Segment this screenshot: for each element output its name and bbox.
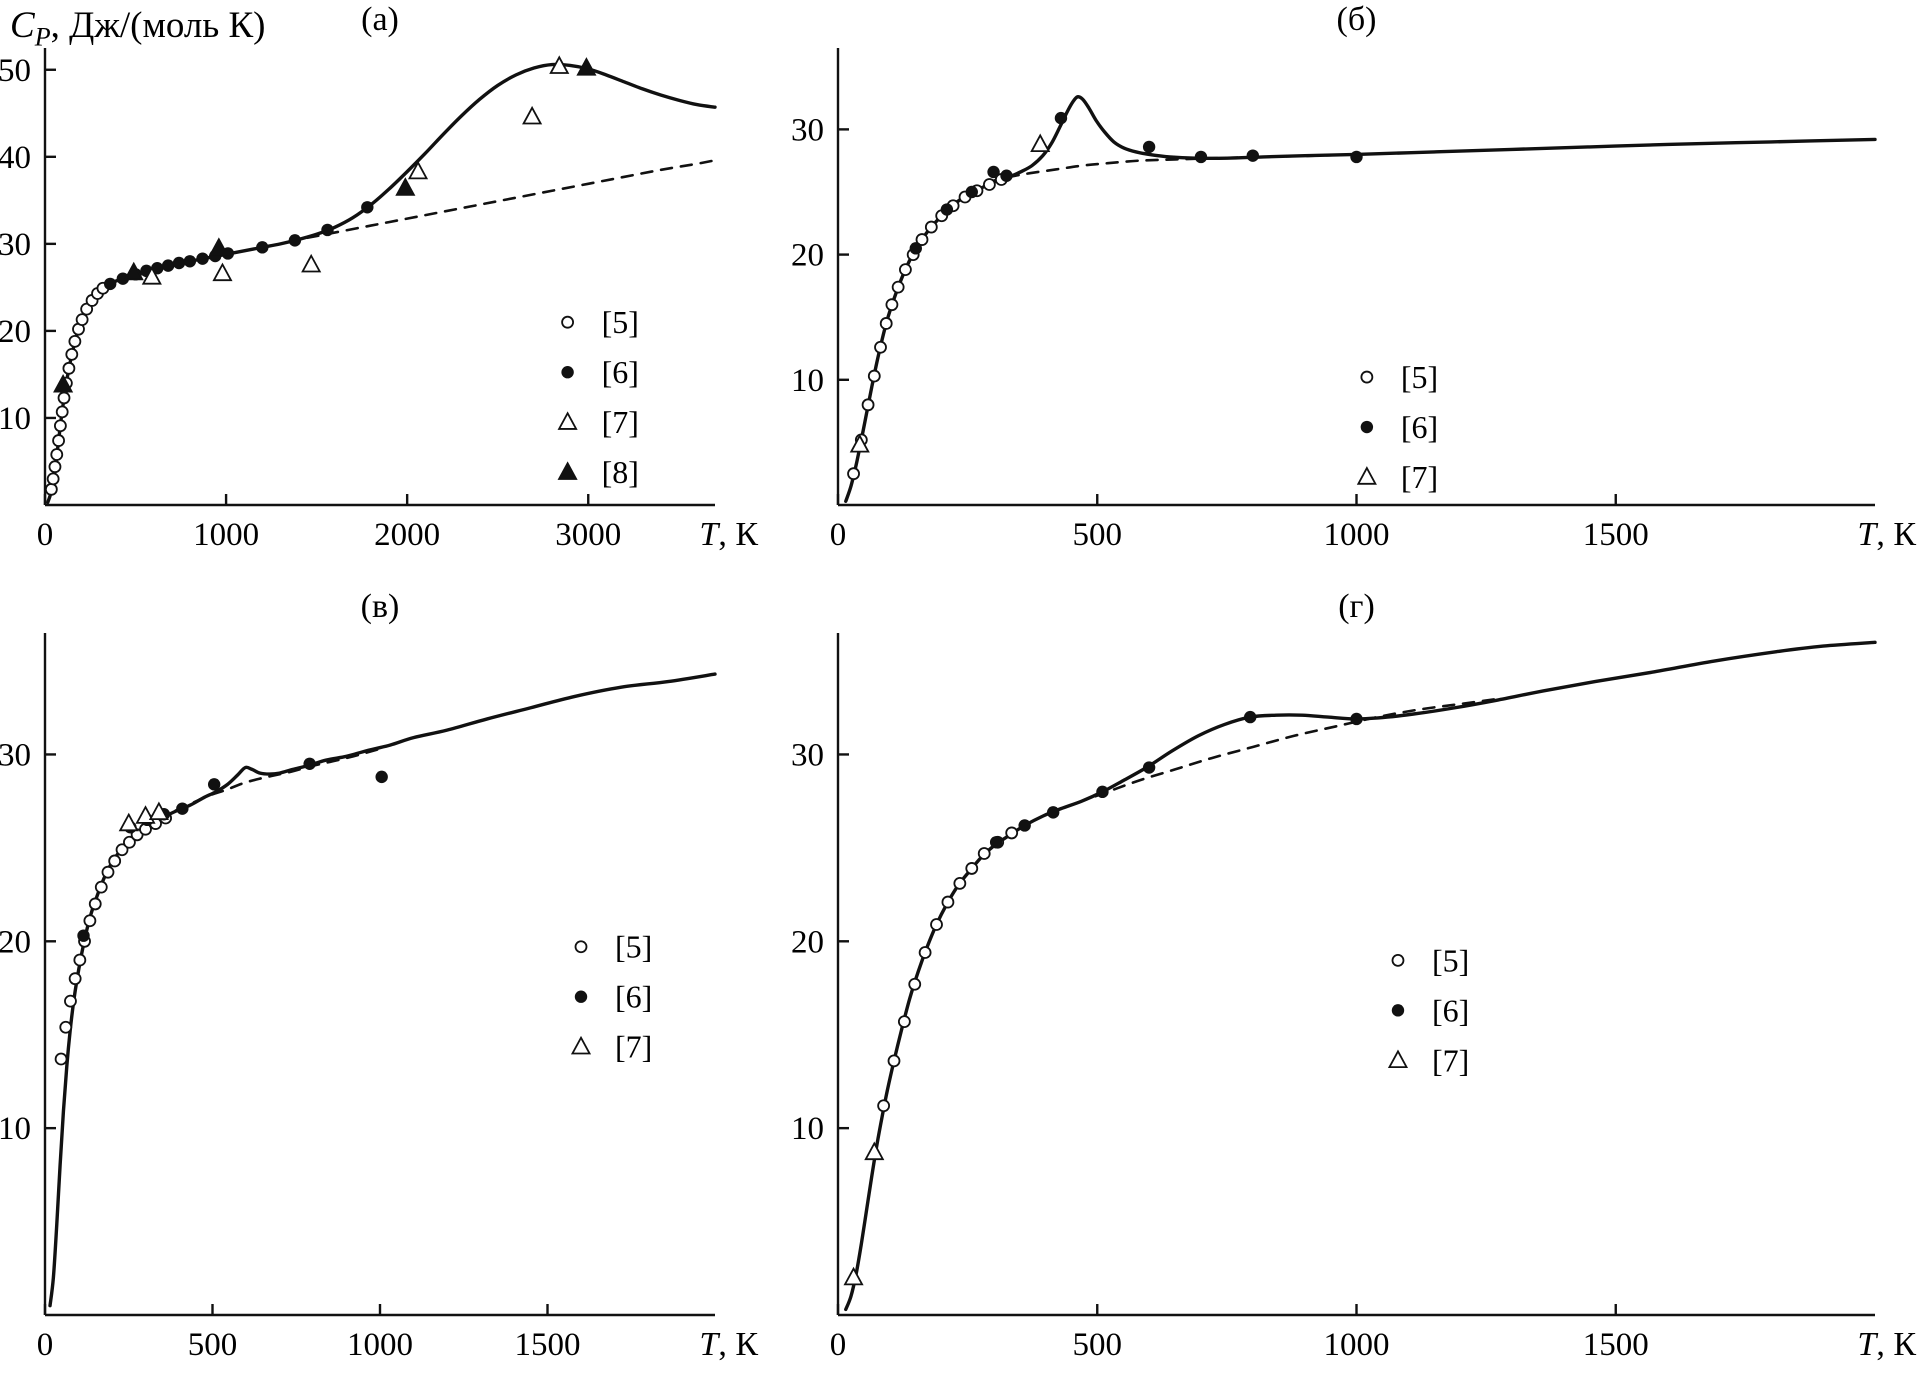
series-open-triangle (141, 55, 570, 285)
y-tick-label: 30 (0, 227, 31, 263)
ylabel-subscript: P (34, 22, 51, 52)
tick-labels: 0 500 1000 1500 10 20 30 (791, 737, 1649, 1363)
axes (836, 48, 1875, 507)
legend-label: [7] (615, 1029, 652, 1065)
y-tick-label: 20 (791, 238, 824, 274)
x-axis-label: T, К (1857, 1326, 1916, 1363)
chart-panel-g: (г) 0 500 1000 1500 10 20 30 T, К [5] [6] [7] (791, 588, 1916, 1363)
x-tick-label: 1500 (1583, 517, 1649, 553)
x-tick-label: 2000 (374, 517, 440, 553)
legend: [5] [6] [7] (1387, 942, 1469, 1078)
fit-solid-curve (48, 672, 717, 1308)
y-tick-label: 10 (0, 401, 31, 437)
legend-label: [5] (1401, 359, 1438, 395)
series-filled-circle (989, 710, 1363, 849)
fit-dashed-curve (306, 158, 717, 240)
x-tick-label: 1500 (515, 1327, 581, 1363)
legend-label: [5] (602, 304, 639, 340)
legend-label: [5] (1432, 942, 1469, 978)
tick-labels: 0 1000 2000 3000 10 20 30 40 50 (0, 53, 621, 553)
legend: [5] [6] [7] [8] (557, 304, 639, 490)
y-axis-label: CP, Дж/(моль К) (10, 4, 266, 52)
series-open-triangle (118, 801, 169, 832)
chart-title: (г) (1338, 588, 1375, 625)
series-filled-circle (103, 201, 374, 291)
y-tick-label: 30 (0, 737, 31, 773)
legend-label: [6] (1401, 409, 1438, 445)
x-axis-label: T, К (1857, 516, 1916, 553)
legend-label: [6] (602, 354, 639, 390)
ylabel-symbol: C (10, 5, 35, 46)
series-open-circle (847, 173, 1008, 481)
series-open-circle (877, 826, 1019, 1113)
legend-label: [6] (615, 979, 652, 1015)
y-tick-label: 20 (0, 314, 31, 350)
legend-label: [7] (1432, 1042, 1469, 1078)
chart-title: (а) (361, 1, 399, 38)
x-tick-label: 1000 (1324, 1327, 1390, 1363)
x-tick-label: 0 (830, 517, 847, 553)
tick-labels: 0 500 1000 1500 10 20 30 (791, 112, 1649, 553)
x-tick-label: 500 (188, 1327, 238, 1363)
x-tick-label: 500 (1073, 517, 1123, 553)
x-tick-label: 500 (1073, 1327, 1123, 1363)
axes (836, 633, 1875, 1317)
y-tick-label: 50 (0, 53, 31, 89)
axes (43, 633, 715, 1317)
series-open-circle (54, 811, 173, 1066)
x-tick-label: 1000 (347, 1327, 413, 1363)
legend-label: [6] (1432, 992, 1469, 1028)
y-tick-label: 10 (0, 1111, 31, 1147)
fit-dashed-curve (174, 747, 382, 812)
x-tick-label: 3000 (555, 517, 621, 553)
series-filled-circle (909, 111, 1363, 255)
series-open-triangle (849, 133, 1051, 453)
fit-solid-curve (844, 95, 1877, 503)
y-tick-label: 20 (0, 924, 31, 960)
fit-solid-curve (844, 640, 1877, 1312)
y-tick-label: 40 (0, 140, 31, 176)
x-tick-label: 0 (37, 1327, 54, 1363)
tick-labels: 0 500 1000 1500 10 20 30 (0, 737, 581, 1363)
y-tick-label: 10 (791, 1111, 824, 1147)
x-tick-label: 1000 (193, 517, 259, 553)
x-tick-label: 1500 (1583, 1327, 1649, 1363)
series-filled-triangle (53, 57, 597, 393)
chart-panel-v: (в) 0 500 1000 1500 10 20 30 T, К [5] [6] [7] (0, 588, 758, 1363)
series-open-circle (44, 281, 110, 496)
fit-dashed-curve (1075, 697, 1503, 805)
y-tick-label: 30 (791, 737, 824, 773)
chart-title: (б) (1337, 1, 1377, 38)
legend-label: [5] (615, 929, 652, 965)
legend: [5] [6] [7] (570, 929, 652, 1065)
series-open-triangle (843, 1141, 885, 1286)
legend: [5] [6] [7] (1356, 359, 1438, 495)
x-tick-label: 1000 (1324, 517, 1390, 553)
y-tick-label: 20 (791, 924, 824, 960)
chart-title: (в) (361, 588, 400, 625)
x-axis-label: T, К (699, 1326, 758, 1363)
x-axis-label: T, К (699, 516, 758, 553)
legend-label: [7] (602, 404, 639, 440)
y-tick-label: 10 (791, 363, 824, 399)
ylabel-units: , Дж/(моль К) (50, 5, 266, 46)
x-tick-label: 0 (830, 1327, 847, 1363)
x-tick-label: 0 (37, 517, 54, 553)
legend-label: [8] (602, 454, 639, 490)
chart-panel-b: (б) 0 500 1000 1500 10 20 30 T, К [5] [6] [7] (791, 1, 1916, 553)
axes (43, 48, 715, 507)
legend-label: [7] (1401, 459, 1438, 495)
y-tick-label: 30 (791, 112, 824, 148)
